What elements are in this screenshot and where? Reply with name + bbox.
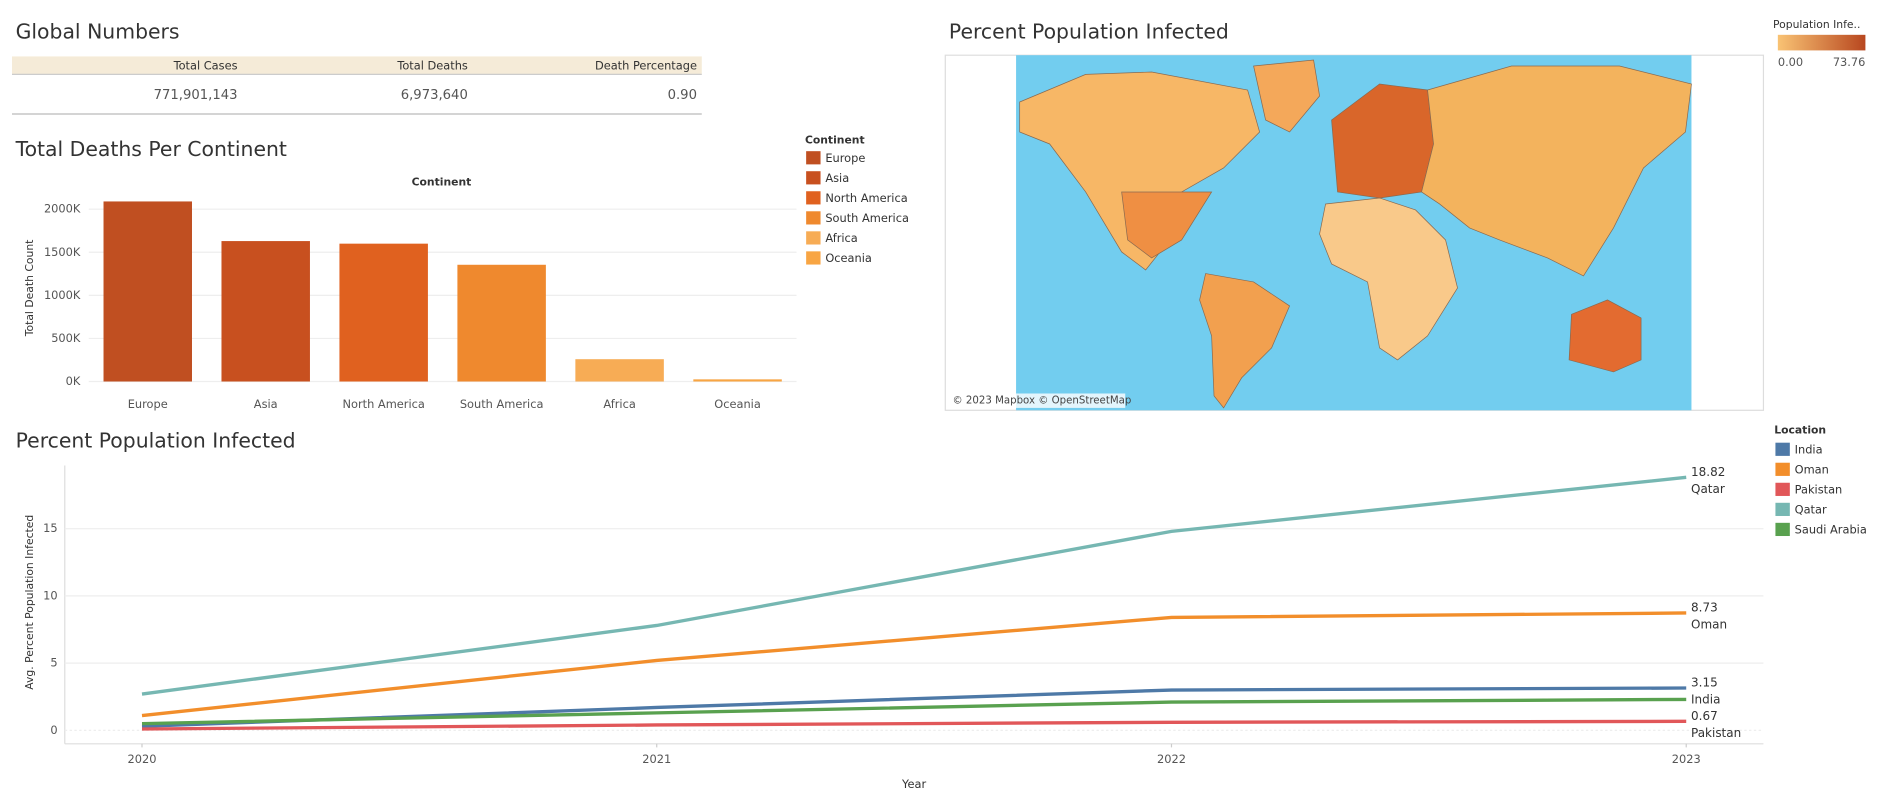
bar xyxy=(693,379,782,382)
y-tick-label: 500K xyxy=(51,331,81,345)
end-value-label: 18.82 xyxy=(1691,465,1725,479)
end-value-label: 0.67 xyxy=(1691,709,1718,723)
legend-swatch xyxy=(806,191,821,205)
bar xyxy=(457,264,546,382)
y-tick-label: 2000K xyxy=(44,202,81,216)
table-cell: 6,973,640 xyxy=(401,88,468,103)
legend-swatch xyxy=(806,251,821,265)
legend-label: India xyxy=(1795,442,1823,456)
section-title: Percent Population Infected xyxy=(16,428,296,452)
legend-label: Asia xyxy=(825,171,849,185)
x-tick-label: Europe xyxy=(128,397,168,411)
line-series xyxy=(141,697,1687,726)
y-axis-label: Total Death Count xyxy=(23,240,36,338)
x-tick-label: Oceania xyxy=(714,397,761,411)
line-series xyxy=(141,719,1687,731)
map-legend-title: Population Infe.. xyxy=(1773,18,1860,31)
map-legend-label: 73.76 xyxy=(1833,55,1866,69)
y-tick-label: 1000K xyxy=(44,288,81,302)
bar xyxy=(221,241,310,382)
legend-swatch xyxy=(806,171,821,185)
table-header: Total Deaths xyxy=(396,59,468,73)
map-australia xyxy=(1568,299,1642,373)
map-asia xyxy=(1421,65,1692,277)
legend-swatch xyxy=(806,231,821,245)
map-color-scale xyxy=(1777,34,1866,51)
map-attribution: © 2023 Mapbox © OpenStreetMap xyxy=(952,396,1131,407)
legend-swatch xyxy=(806,211,821,225)
table-cell: 771,901,143 xyxy=(154,88,238,103)
y-tick-label: 5 xyxy=(50,656,57,670)
bar xyxy=(575,359,664,382)
map-greenland xyxy=(1253,59,1320,133)
section-title: Global Numbers xyxy=(16,19,180,43)
legend-label: Qatar xyxy=(1795,502,1827,516)
x-axis-label: Year xyxy=(901,777,926,791)
y-tick-label: 0K xyxy=(66,374,81,388)
legend-label: Pakistan xyxy=(1795,482,1843,496)
map-africa xyxy=(1319,197,1458,361)
map-south-america xyxy=(1199,273,1291,409)
y-tick-label: 10 xyxy=(43,588,57,602)
line-series xyxy=(141,475,1687,696)
section-title: Total Deaths Per Continent xyxy=(15,137,287,161)
legend-label: Africa xyxy=(825,231,857,245)
legend-swatch xyxy=(1775,482,1790,496)
legend-title: Continent xyxy=(805,133,865,146)
end-name-label: Qatar xyxy=(1691,482,1725,496)
y-tick-label: 0 xyxy=(50,723,57,737)
legend-swatch xyxy=(1775,462,1790,476)
x-tick-label: 2023 xyxy=(1672,752,1701,766)
end-value-label: 3.15 xyxy=(1691,676,1718,690)
legend-label: Oman xyxy=(1795,462,1829,476)
x-tick-label: 2020 xyxy=(128,752,157,766)
end-value-label: 8.73 xyxy=(1691,601,1718,615)
x-header: Continent xyxy=(412,175,472,188)
legend-title: Location xyxy=(1774,424,1826,437)
x-tick-label: Africa xyxy=(603,397,635,411)
table-header-band xyxy=(11,56,702,75)
table-header: Death Percentage xyxy=(595,59,697,73)
legend-swatch xyxy=(1775,502,1790,516)
line-series xyxy=(141,611,1687,718)
x-tick-label: 2022 xyxy=(1157,752,1186,766)
y-tick-label: 15 xyxy=(43,521,57,535)
legend-swatch xyxy=(1775,442,1790,456)
x-tick-label: Asia xyxy=(254,397,278,411)
legend-label: North America xyxy=(825,191,907,205)
end-name-label: Pakistan xyxy=(1691,726,1741,740)
end-name-label: India xyxy=(1691,692,1720,706)
bar xyxy=(103,201,192,382)
legend-label: Europe xyxy=(825,151,865,165)
section-title: Percent Population Infected xyxy=(949,19,1229,43)
table-cell: 0.90 xyxy=(668,88,697,103)
map-usa xyxy=(1121,191,1213,259)
y-tick-label: 1500K xyxy=(44,245,81,259)
x-tick-label: 2021 xyxy=(642,752,671,766)
map-legend-label: 0.00 xyxy=(1778,55,1803,69)
x-tick-label: North America xyxy=(342,397,424,411)
legend-label: South America xyxy=(825,211,909,225)
y-axis-label: Avg. Percent Population Infected xyxy=(23,515,36,690)
end-name-label: Oman xyxy=(1691,617,1727,631)
legend-label: Oceania xyxy=(825,251,872,265)
legend-swatch xyxy=(806,151,821,165)
legend-swatch xyxy=(1775,522,1790,537)
table-header: Total Cases xyxy=(173,59,238,73)
legend-label: Saudi Arabia xyxy=(1795,523,1867,537)
x-tick-label: South America xyxy=(460,397,544,411)
map-attribution-bg xyxy=(948,393,1126,408)
bar xyxy=(339,243,428,382)
